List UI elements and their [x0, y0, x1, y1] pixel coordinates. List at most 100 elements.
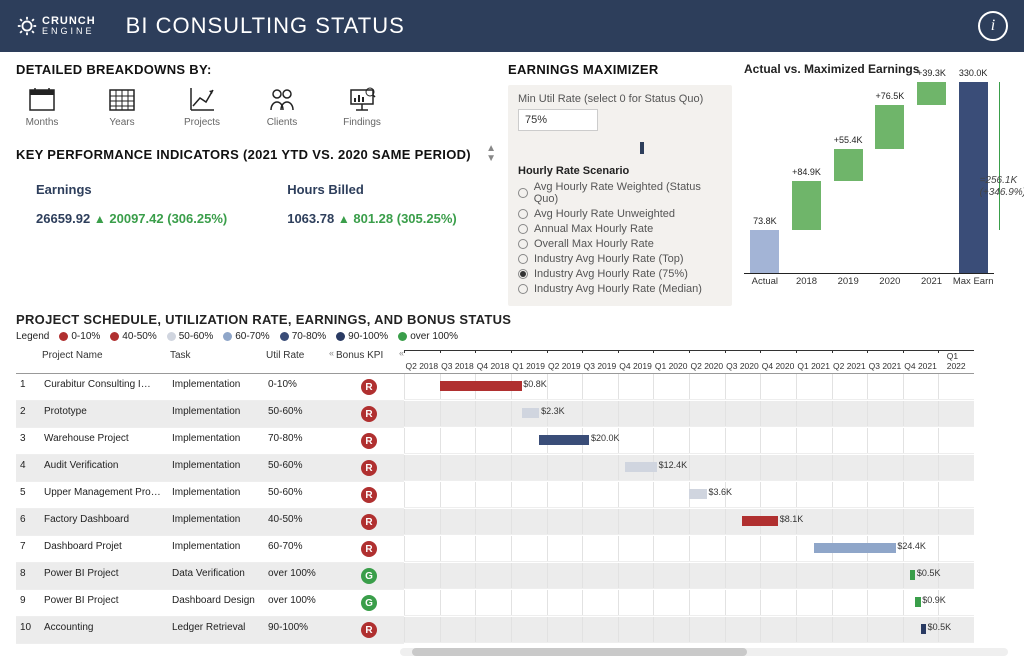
- legend-swatch: [110, 332, 119, 341]
- radio-label: Annual Max Hourly Rate: [534, 223, 653, 235]
- kpi-current: 1063.78: [287, 211, 334, 226]
- radio-icon: [518, 254, 528, 264]
- project-name[interactable]: Upper Management Pro…: [40, 482, 168, 509]
- waterfall-axis-label: Max Earn: [952, 276, 994, 292]
- project-name[interactable]: Audit Verification: [40, 455, 168, 482]
- bonus-kpi-cell: R: [334, 617, 404, 644]
- radio-icon: [518, 209, 528, 219]
- em-radio-option[interactable]: Industry Avg Hourly Rate (Median): [518, 283, 722, 295]
- task-name: Implementation: [168, 482, 264, 509]
- project-name[interactable]: Accounting: [40, 617, 168, 644]
- bonus-kpi-badge: R: [361, 406, 377, 422]
- gantt-bar[interactable]: [915, 597, 920, 607]
- waterfall-axis-label: 2020: [869, 276, 911, 292]
- breakdown-findings[interactable]: Findings: [336, 85, 388, 128]
- radio-icon: [518, 239, 528, 249]
- schedule-col-header[interactable]: Task: [168, 346, 264, 374]
- kpi-prev: 801.28: [353, 211, 393, 226]
- bonus-kpi-cell: R: [334, 401, 404, 428]
- project-name[interactable]: Dashboard Projet: [40, 536, 168, 563]
- brand-bottom: ENGINE: [42, 27, 96, 36]
- bonus-kpi-cell: R: [334, 428, 404, 455]
- breakdown-clients[interactable]: Clients: [256, 85, 308, 128]
- breakdown-months[interactable]: Months: [16, 85, 68, 128]
- util-rate: over 100%: [264, 590, 334, 617]
- project-name[interactable]: Factory Dashboard: [40, 509, 168, 536]
- project-name[interactable]: Power BI Project: [40, 563, 168, 590]
- gantt-bar[interactable]: [539, 435, 589, 445]
- gantt-scrollbar[interactable]: [400, 648, 1008, 656]
- em-radio-option[interactable]: Annual Max Hourly Rate: [518, 223, 722, 235]
- gantt-quarter-label: Q1 2021: [797, 361, 830, 371]
- scrollbar-thumb[interactable]: [412, 648, 746, 656]
- radio-icon: [518, 269, 528, 279]
- em-radio-option[interactable]: Avg Hourly Rate Weighted (Status Quo): [518, 181, 722, 205]
- project-name[interactable]: Power BI Project: [40, 590, 168, 617]
- schedule-col-header[interactable]: [16, 346, 40, 374]
- breakdown-years[interactable]: Years: [96, 85, 148, 128]
- gantt-bar[interactable]: [921, 624, 926, 634]
- gantt-value: $0.5K: [928, 622, 952, 632]
- gantt-value: $2.3K: [541, 406, 565, 416]
- gantt-cell: $0.9K: [404, 590, 974, 616]
- schedule-col-header[interactable]: Bonus KPI«: [334, 346, 404, 374]
- project-name[interactable]: Warehouse Project: [40, 428, 168, 455]
- task-name: Implementation: [168, 401, 264, 428]
- row-number: 2: [16, 401, 40, 428]
- em-slider-handle[interactable]: [640, 142, 644, 154]
- project-name[interactable]: Curabitur Consulting I…: [40, 374, 168, 401]
- left-column: DETAILED BREAKDOWNS BY: MonthsYearsProje…: [16, 62, 496, 306]
- em-slider[interactable]: [518, 141, 722, 155]
- gantt-cell: $24.4K: [404, 536, 974, 562]
- gantt-bar[interactable]: [522, 408, 540, 418]
- kpi-nav-arrows[interactable]: ▲▼: [486, 144, 496, 164]
- gantt-bar[interactable]: [742, 516, 778, 526]
- schedule-title: PROJECT SCHEDULE, UTILIZATION RATE, EARN…: [16, 312, 1008, 327]
- calendar-icon: [26, 85, 58, 113]
- gantt-cell: $8.1K: [404, 509, 974, 535]
- row-number: 5: [16, 482, 40, 509]
- radio-label: Avg Hourly Rate Unweighted: [534, 208, 675, 220]
- em-radio-option[interactable]: Industry Avg Hourly Rate (75%): [518, 268, 722, 280]
- gantt-bar[interactable]: [440, 381, 522, 391]
- legend-swatch: [223, 332, 232, 341]
- project-name[interactable]: Prototype: [40, 401, 168, 428]
- gantt-bar[interactable]: [814, 543, 896, 553]
- gantt-bar[interactable]: [910, 570, 915, 580]
- task-name: Implementation: [168, 509, 264, 536]
- kpi-prev: 20097.42: [109, 211, 163, 226]
- chart-up-icon: [186, 85, 218, 113]
- task-name: Implementation: [168, 455, 264, 482]
- legend-item: 70-80%: [280, 331, 326, 342]
- schedule-col-header[interactable]: Util Rate«: [264, 346, 334, 374]
- gantt-bar[interactable]: [689, 489, 707, 499]
- kpi-heading: KEY PERFORMANCE INDICATORS (2021 YTD VS.…: [16, 147, 471, 162]
- bonus-kpi-cell: R: [334, 536, 404, 563]
- legend-swatch: [167, 332, 176, 341]
- row-number: 7: [16, 536, 40, 563]
- gantt-quarter-label: Q3 2018: [441, 361, 474, 371]
- em-value-input[interactable]: [518, 109, 598, 131]
- gantt-cell: $2.3K: [404, 401, 974, 427]
- em-radio-option[interactable]: Avg Hourly Rate Unweighted: [518, 208, 722, 220]
- breakdown-projects[interactable]: Projects: [176, 85, 228, 128]
- gantt-bar[interactable]: [625, 462, 657, 472]
- radio-label: Industry Avg Hourly Rate (Top): [534, 253, 684, 265]
- row-number: 1: [16, 374, 40, 401]
- legend-text: 90-100%: [348, 331, 388, 342]
- schedule-grid: Project NameTaskUtil Rate«Bonus KPI«Q2 2…: [16, 346, 1008, 644]
- bonus-kpi-cell: R: [334, 509, 404, 536]
- gantt-quarter-label: Q1 2019: [512, 361, 545, 371]
- kpi-name: Hours Billed: [287, 182, 457, 197]
- legend-item: 40-50%: [110, 331, 156, 342]
- info-button[interactable]: i: [978, 11, 1008, 41]
- em-radio-option[interactable]: Industry Avg Hourly Rate (Top): [518, 253, 722, 265]
- task-name: Implementation: [168, 374, 264, 401]
- brand-logo: CRUNCH ENGINE: [16, 15, 96, 37]
- bonus-kpi-cell: R: [334, 374, 404, 401]
- schedule-legend: Legend0-10%40-50%50-60%60-70%70-80%90-10…: [16, 331, 1008, 342]
- schedule-col-header[interactable]: Project Name: [40, 346, 168, 374]
- em-radio-option[interactable]: Overall Max Hourly Rate: [518, 238, 722, 250]
- waterfall-axis-label: 2021: [911, 276, 953, 292]
- bonus-kpi-badge: R: [361, 622, 377, 638]
